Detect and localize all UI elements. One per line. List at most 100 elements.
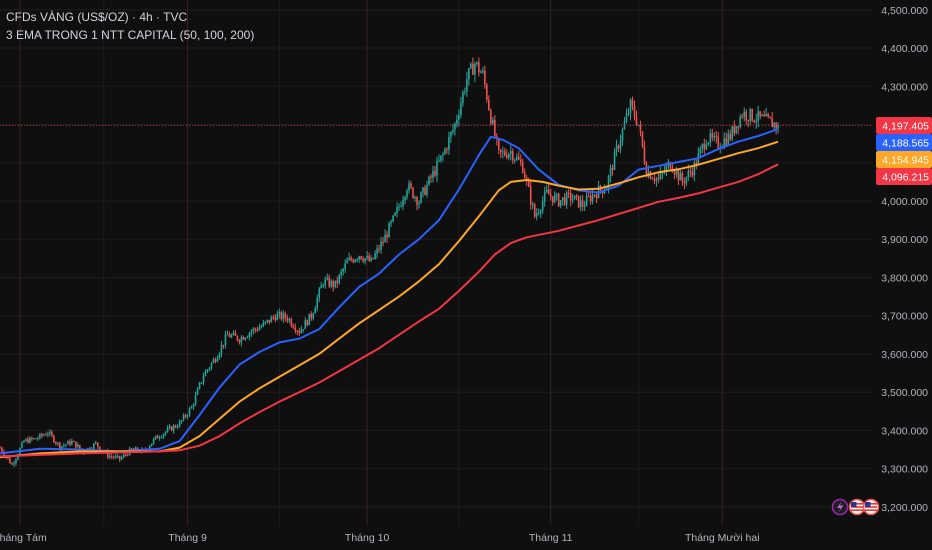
- time-axis[interactable]: Tháng Tám Tháng 9 Tháng 10 Tháng 11 Tháng Mư…: [0, 532, 760, 544]
- candle: [292, 323, 295, 329]
- candle: [216, 355, 219, 363]
- candle: [280, 310, 283, 321]
- candle: [184, 413, 187, 419]
- price-tag-label: 4,096.215: [882, 172, 929, 184]
- price-tag: 4,096.215: [876, 168, 932, 186]
- candle: [380, 236, 382, 254]
- candle: [25, 438, 27, 442]
- candle: [384, 229, 386, 243]
- candle: [362, 256, 364, 264]
- candle: [242, 335, 245, 340]
- candle: [352, 258, 354, 264]
- candle: [396, 202, 398, 218]
- candle: [428, 175, 430, 186]
- candle: [707, 141, 710, 147]
- candle: [172, 423, 175, 434]
- candle: [418, 200, 420, 209]
- candle: [346, 257, 348, 264]
- candle: [484, 65, 486, 89]
- candle: [727, 129, 730, 147]
- candle: [681, 170, 684, 186]
- candle: [613, 148, 616, 170]
- us-flag-icon[interactable]: [848, 498, 866, 516]
- candle: [745, 109, 748, 126]
- candle: [452, 123, 454, 136]
- symbol-title[interactable]: CFDs VÀNG (US$/OZ) · 4h · TVC: [6, 10, 188, 24]
- candle: [583, 200, 586, 212]
- candle: [33, 437, 35, 440]
- candle: [436, 156, 438, 182]
- candle: [705, 139, 708, 151]
- candle: [378, 244, 380, 253]
- lightning-icon[interactable]: [831, 498, 849, 516]
- candle: [132, 447, 135, 450]
- candle: [523, 168, 526, 179]
- candle: [500, 149, 502, 159]
- candle: [244, 337, 247, 342]
- candle: [589, 192, 592, 205]
- candle: [739, 113, 742, 129]
- candle: [460, 96, 462, 119]
- candle: [625, 108, 628, 124]
- event-badges[interactable]: [831, 498, 880, 516]
- candle: [112, 455, 115, 460]
- candle: [370, 255, 372, 263]
- candle: [114, 453, 117, 460]
- candle: [683, 177, 686, 190]
- candle: [673, 170, 676, 180]
- candle: [775, 121, 777, 135]
- candle: [71, 438, 73, 446]
- candle: [482, 66, 484, 75]
- candle: [432, 165, 434, 183]
- candle: [308, 313, 311, 326]
- candle: [268, 319, 271, 325]
- candle: [238, 339, 241, 345]
- candle: [492, 116, 494, 125]
- candle: [691, 166, 694, 179]
- candle: [264, 321, 267, 325]
- candle: [376, 244, 378, 259]
- candle: [611, 164, 614, 176]
- candle: [402, 195, 404, 210]
- candle: [420, 191, 422, 204]
- candle: [541, 196, 544, 215]
- candle: [502, 146, 504, 159]
- candle: [486, 82, 488, 103]
- candle: [735, 126, 738, 135]
- candle: [47, 431, 49, 438]
- candle: [629, 98, 632, 121]
- candle: [633, 100, 636, 121]
- candle: [769, 116, 771, 119]
- candle: [717, 132, 720, 150]
- candle: [627, 107, 630, 117]
- candle: [559, 200, 562, 209]
- candle: [513, 158, 516, 164]
- candle: [701, 142, 704, 154]
- candle: [49, 429, 51, 437]
- us-flag-icon[interactable]: [862, 498, 880, 516]
- candle: [753, 119, 755, 124]
- candle: [316, 294, 319, 312]
- price-tick-label: 4,400.000: [881, 43, 928, 55]
- candle: [466, 71, 468, 97]
- candle: [51, 430, 53, 438]
- candle: [190, 405, 193, 409]
- candle: [679, 168, 682, 181]
- candle: [715, 130, 718, 144]
- indicator-title[interactable]: 3 EMA TRONG 1 NTT CAPITAL (50, 100, 200): [6, 28, 255, 42]
- candle: [350, 255, 352, 262]
- candle: [757, 105, 759, 128]
- candle: [422, 187, 424, 198]
- candle: [248, 331, 251, 341]
- candle: [258, 323, 261, 331]
- candle: [43, 433, 45, 437]
- candle: [11, 462, 13, 465]
- ema-lines: [0, 128, 779, 459]
- candle: [202, 372, 205, 386]
- time-tick-label: Tháng Mười hai: [685, 532, 760, 544]
- candle: [685, 176, 688, 187]
- candle: [338, 273, 340, 285]
- candle: [296, 329, 299, 336]
- candle: [458, 109, 460, 127]
